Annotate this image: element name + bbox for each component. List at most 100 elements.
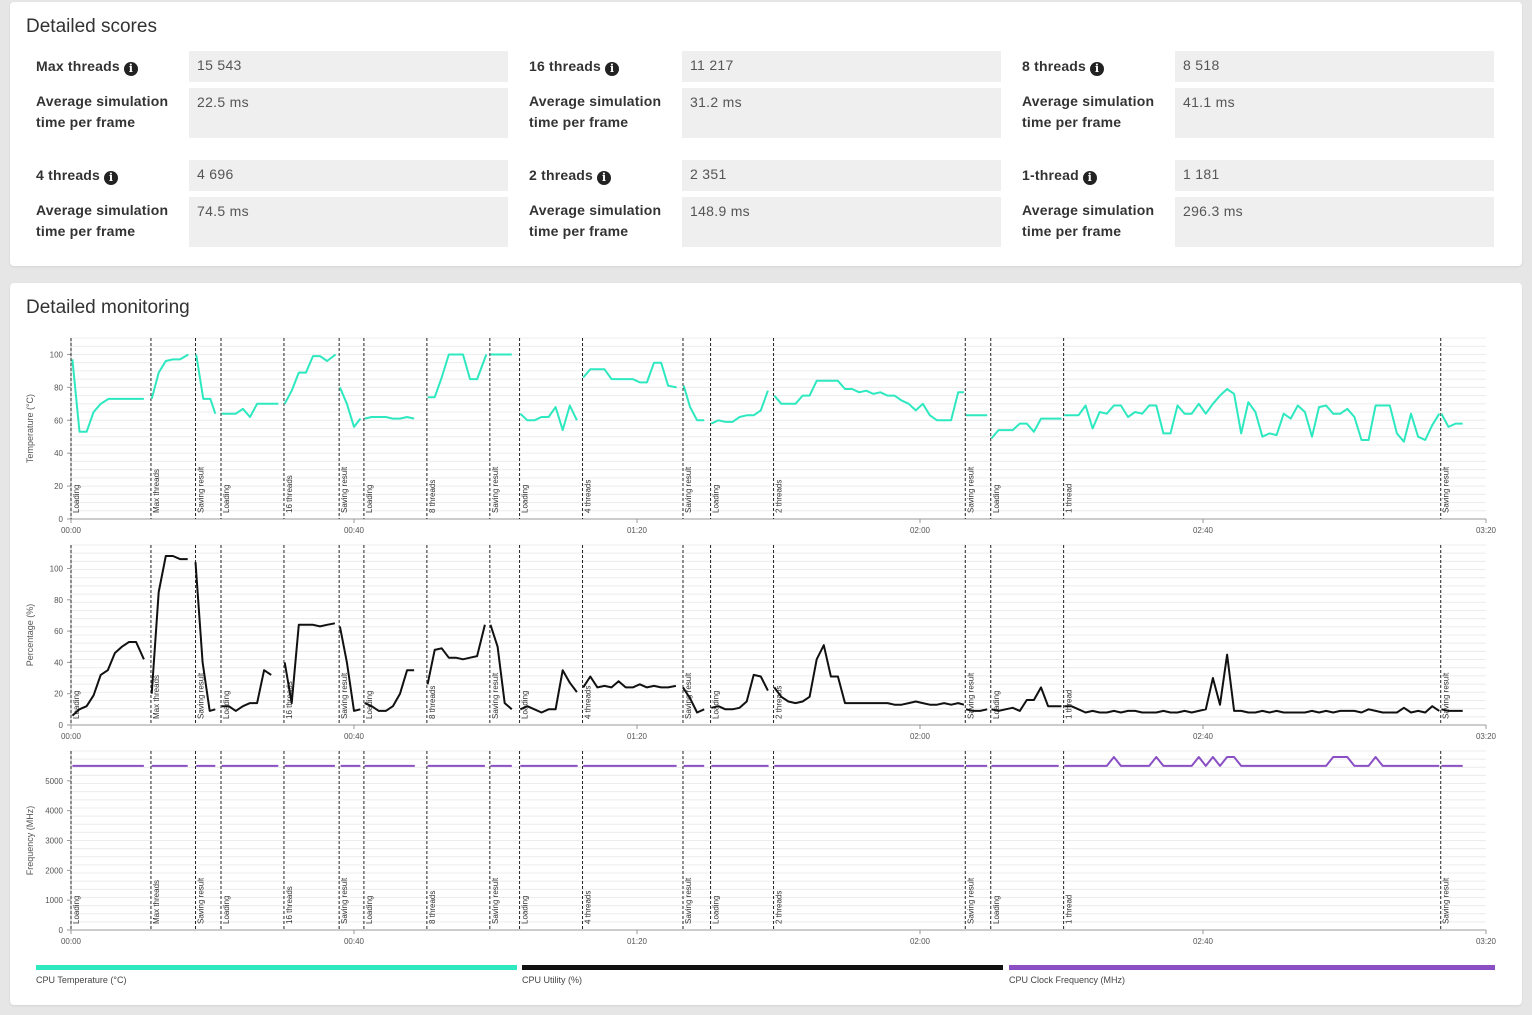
info-icon[interactable]: i bbox=[123, 62, 138, 76]
y-tick-label: 40 bbox=[54, 658, 63, 667]
y-tick-label: 60 bbox=[54, 627, 63, 636]
series-line bbox=[990, 417, 1062, 440]
phase-label: 8 threads bbox=[428, 686, 437, 719]
series-line bbox=[710, 390, 769, 425]
x-tick-label: 00:00 bbox=[61, 526, 82, 535]
phase-label: Loading bbox=[992, 896, 1001, 924]
phase-label: Saving result bbox=[340, 466, 349, 513]
score-value-2-threads: 2 351 bbox=[682, 160, 1001, 191]
detailed-scores-panel: Detailed scores Max threads i 15 543 Aver… bbox=[10, 2, 1522, 266]
phase-label: Saving result bbox=[491, 672, 500, 719]
series-line bbox=[283, 353, 337, 405]
phase-label: 4 threads bbox=[584, 891, 593, 924]
phase-label: Saving result bbox=[1442, 672, 1451, 719]
info-icon[interactable]: i bbox=[1090, 62, 1105, 76]
legend-label-frequency: CPU Clock Frequency (MHz) bbox=[1009, 975, 1126, 985]
phase-label: Saving result bbox=[1442, 466, 1451, 513]
series-line bbox=[582, 675, 677, 689]
phase-label: Loading bbox=[222, 691, 231, 719]
info-icon[interactable]: i bbox=[597, 171, 612, 185]
phase-label: 16 threads bbox=[285, 475, 294, 513]
phase-label: Loading bbox=[992, 485, 1001, 513]
legend-bar-temperature[interactable] bbox=[36, 965, 517, 970]
series-line bbox=[773, 644, 965, 706]
avg-time-label: Average simulation time per frame bbox=[1022, 93, 1155, 130]
x-tick-label: 00:40 bbox=[344, 937, 365, 946]
avg-time-value: 31.2 ms bbox=[682, 88, 1001, 138]
info-icon[interactable]: i bbox=[104, 171, 119, 185]
y-tick-label: 40 bbox=[54, 449, 63, 458]
x-tick-label: 00:00 bbox=[61, 937, 82, 946]
series-line bbox=[1064, 653, 1440, 714]
series-line bbox=[519, 404, 578, 432]
phase-label: 8 threads bbox=[428, 891, 437, 924]
avg-time-value: 22.5 ms bbox=[189, 88, 508, 138]
score-value-1-thread: 1 181 bbox=[1175, 160, 1494, 191]
y-tick-label: 1000 bbox=[45, 896, 63, 905]
series-line bbox=[221, 669, 272, 712]
score-label-max-threads: Max threads i bbox=[36, 56, 186, 77]
series-line bbox=[1064, 388, 1441, 443]
phase-label: 1 thread bbox=[1065, 895, 1074, 924]
phase-label: Loading bbox=[521, 691, 530, 719]
phase-label: 2 threads bbox=[775, 686, 784, 719]
phase-label: Max threads bbox=[152, 880, 161, 924]
phase-label: Saving result bbox=[340, 672, 349, 719]
y-tick-label: 80 bbox=[54, 596, 63, 605]
phase-label: Loading bbox=[365, 896, 374, 924]
phase-label: Loading bbox=[365, 485, 374, 513]
score-label-8-threads: 8 threads i bbox=[1022, 56, 1172, 77]
series-line bbox=[1064, 756, 1440, 767]
legend-bar-frequency[interactable] bbox=[1009, 965, 1495, 970]
phase-label: Loading bbox=[712, 896, 721, 924]
phase-label: Loading bbox=[222, 485, 231, 513]
x-tick-label: 02:40 bbox=[1193, 937, 1214, 946]
x-tick-label: 01:20 bbox=[627, 937, 648, 946]
avg-time-label: Average simulation time per frame bbox=[1022, 202, 1155, 239]
series-line bbox=[71, 359, 144, 433]
score-value-max-threads: 15 543 bbox=[189, 51, 508, 82]
phase-label: 2 threads bbox=[775, 480, 784, 513]
series-line bbox=[489, 624, 513, 711]
series-line bbox=[773, 379, 964, 422]
phase-label: 1 thread bbox=[1065, 690, 1074, 719]
series-line bbox=[1441, 708, 1463, 712]
score-label-16-threads: 16 threads i bbox=[529, 56, 679, 77]
score-value-16-threads: 11 217 bbox=[682, 51, 1001, 82]
phase-label: Loading bbox=[72, 691, 81, 719]
y-tick-label: 2000 bbox=[45, 866, 63, 875]
score-label-1-thread: 1-thread i bbox=[1022, 165, 1172, 186]
x-tick-label: 00:00 bbox=[61, 732, 82, 741]
x-tick-label: 00:40 bbox=[344, 526, 365, 535]
series-line bbox=[194, 562, 216, 712]
x-tick-label: 01:20 bbox=[627, 526, 648, 535]
x-tick-label: 03:20 bbox=[1476, 937, 1497, 946]
legend-bar-utility[interactable] bbox=[522, 965, 1003, 970]
phase-label: Max threads bbox=[152, 469, 161, 513]
score-value-8-threads: 8 518 bbox=[1175, 51, 1494, 82]
series-line bbox=[150, 555, 188, 694]
series-line bbox=[682, 385, 705, 422]
avg-time-label: Average simulation time per frame bbox=[529, 93, 662, 130]
series-line bbox=[991, 686, 1062, 712]
phase-label: 8 threads bbox=[428, 480, 437, 513]
phase-label: Max threads bbox=[152, 675, 161, 719]
series-line bbox=[221, 402, 279, 418]
series-line bbox=[338, 387, 362, 428]
info-icon[interactable]: i bbox=[605, 62, 620, 76]
legend-label-utility: CPU Utility (%) bbox=[522, 975, 582, 985]
series-line bbox=[427, 353, 488, 399]
series-line bbox=[195, 354, 217, 415]
phase-label: Loading bbox=[222, 896, 231, 924]
avg-time-value: 74.5 ms bbox=[189, 197, 508, 247]
phase-label: Loading bbox=[712, 691, 721, 719]
info-icon[interactable]: i bbox=[1082, 171, 1097, 185]
phase-label: Saving result bbox=[491, 877, 500, 924]
y-tick-label: 20 bbox=[54, 690, 63, 699]
avg-time-label: Average simulation time per frame bbox=[36, 202, 169, 239]
series-line bbox=[711, 673, 769, 711]
phase-label: Loading bbox=[72, 896, 81, 924]
chart-2: 0 1000 2000 3000 4000 5000 Frequency (MHz) 00:0… bbox=[25, 750, 1497, 946]
phase-label: Saving result bbox=[684, 466, 693, 513]
x-tick-label: 01:20 bbox=[627, 732, 648, 741]
